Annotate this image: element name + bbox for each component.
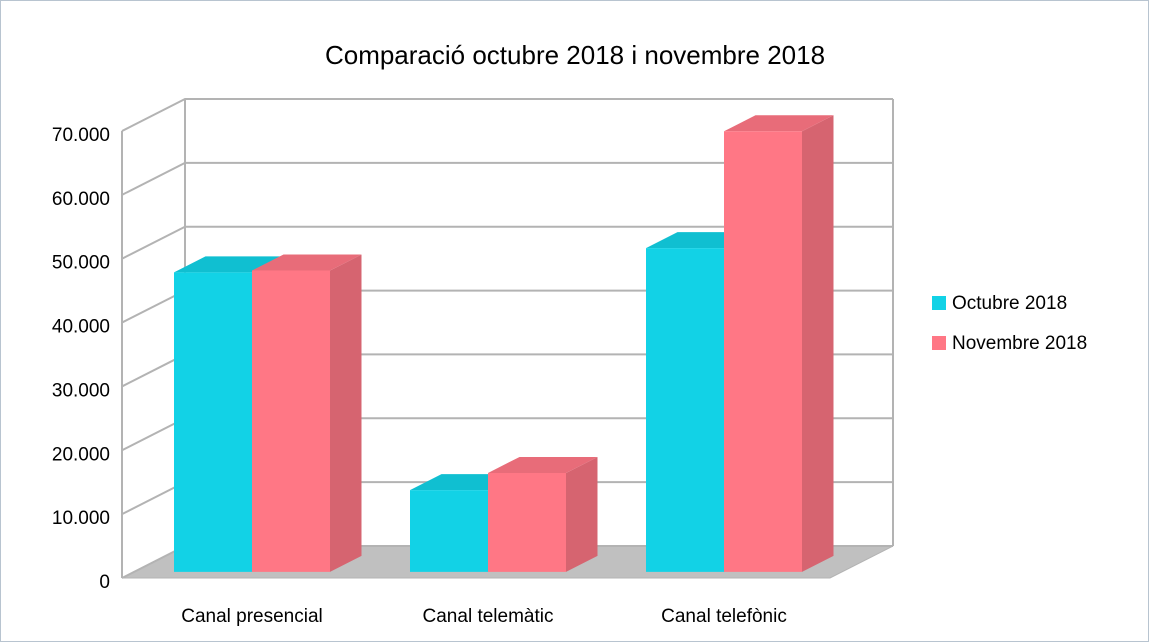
y-tick-label: 10.000 xyxy=(52,508,110,529)
bar-side xyxy=(566,456,598,572)
y-tick-label: 70.000 xyxy=(52,125,110,146)
legend-swatch xyxy=(932,296,946,310)
legend-label: Novembre 2018 xyxy=(952,333,1087,354)
bar-front xyxy=(174,272,252,572)
bar-front xyxy=(252,270,330,572)
bar-front xyxy=(646,248,724,572)
grid-line xyxy=(121,161,893,196)
bar-front xyxy=(724,131,802,572)
bar xyxy=(488,456,598,572)
y-tick-label: 20.000 xyxy=(52,444,110,465)
grid-line xyxy=(121,225,893,260)
bar xyxy=(724,115,834,572)
bar-front xyxy=(488,472,566,572)
chart-title: Comparació octubre 2018 i novembre 2018 xyxy=(325,40,825,70)
x-tick-label: Canal telemàtic xyxy=(423,606,554,627)
y-tick-label: 50.000 xyxy=(52,253,110,274)
bar-front xyxy=(410,490,488,572)
bar-side xyxy=(802,115,834,572)
legend-label: Octubre 2018 xyxy=(952,293,1067,314)
bar-top xyxy=(252,254,362,271)
bar-top xyxy=(724,115,834,132)
y-tick-label: 30.000 xyxy=(52,380,110,401)
y-tick-label: 40.000 xyxy=(52,317,110,338)
bar-top xyxy=(488,456,598,473)
y-tick-label: 60.000 xyxy=(52,189,110,210)
bar-side xyxy=(330,254,362,572)
grid-line xyxy=(121,98,893,132)
y-tick-label: 0 xyxy=(99,572,110,593)
x-tick-label: Canal telefònic xyxy=(661,606,787,627)
bar xyxy=(252,254,362,572)
legend-swatch xyxy=(932,336,946,350)
x-tick-label: Canal presencial xyxy=(181,606,323,627)
